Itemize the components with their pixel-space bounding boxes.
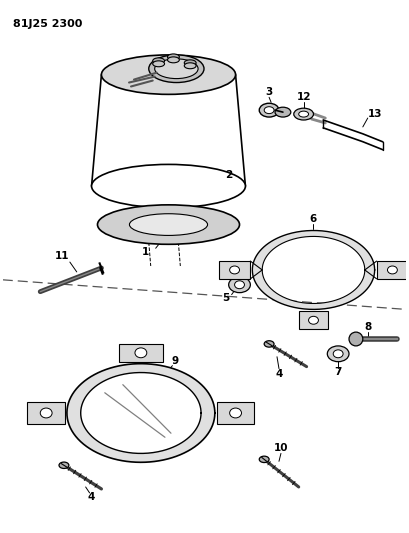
Ellipse shape bbox=[349, 332, 363, 346]
Ellipse shape bbox=[153, 61, 164, 67]
Ellipse shape bbox=[259, 103, 279, 117]
Text: 7: 7 bbox=[335, 367, 342, 376]
Ellipse shape bbox=[308, 316, 319, 324]
Ellipse shape bbox=[184, 60, 196, 66]
Ellipse shape bbox=[135, 348, 147, 358]
Ellipse shape bbox=[235, 281, 245, 289]
Ellipse shape bbox=[264, 107, 274, 114]
Bar bbox=[119, 344, 162, 362]
Ellipse shape bbox=[129, 214, 207, 236]
Ellipse shape bbox=[229, 277, 250, 293]
Text: 5: 5 bbox=[222, 293, 229, 303]
Ellipse shape bbox=[327, 346, 349, 362]
PathPatch shape bbox=[67, 364, 215, 462]
Ellipse shape bbox=[294, 108, 314, 120]
Text: 4: 4 bbox=[275, 368, 283, 378]
Ellipse shape bbox=[40, 408, 52, 418]
Bar bbox=[219, 261, 250, 279]
Ellipse shape bbox=[153, 58, 164, 64]
Text: 8: 8 bbox=[364, 322, 371, 332]
Ellipse shape bbox=[155, 59, 198, 78]
Ellipse shape bbox=[184, 63, 196, 69]
Text: 9: 9 bbox=[172, 356, 179, 366]
Ellipse shape bbox=[333, 350, 343, 358]
Text: 10: 10 bbox=[274, 442, 288, 453]
Ellipse shape bbox=[230, 408, 241, 418]
Ellipse shape bbox=[168, 57, 179, 63]
Text: 2: 2 bbox=[225, 170, 232, 180]
Ellipse shape bbox=[387, 266, 398, 274]
Bar bbox=[27, 402, 65, 424]
Ellipse shape bbox=[259, 456, 269, 463]
Ellipse shape bbox=[264, 341, 274, 347]
Ellipse shape bbox=[149, 55, 204, 83]
Ellipse shape bbox=[59, 462, 69, 469]
Ellipse shape bbox=[101, 55, 236, 94]
Ellipse shape bbox=[275, 107, 291, 117]
Text: 81J25 2300: 81J25 2300 bbox=[13, 19, 82, 29]
Text: 12: 12 bbox=[297, 92, 311, 102]
Bar bbox=[217, 402, 254, 424]
Text: 13: 13 bbox=[368, 109, 382, 119]
Text: 11: 11 bbox=[55, 251, 69, 261]
PathPatch shape bbox=[252, 230, 375, 310]
Text: 1: 1 bbox=[142, 247, 149, 257]
Ellipse shape bbox=[299, 111, 308, 117]
Bar bbox=[299, 311, 328, 329]
Text: 4: 4 bbox=[88, 492, 95, 502]
Ellipse shape bbox=[230, 266, 240, 274]
Ellipse shape bbox=[168, 54, 179, 60]
Ellipse shape bbox=[97, 205, 240, 244]
Text: 3: 3 bbox=[265, 87, 273, 98]
Ellipse shape bbox=[92, 164, 245, 208]
Bar bbox=[377, 261, 408, 279]
Text: 6: 6 bbox=[310, 214, 317, 224]
